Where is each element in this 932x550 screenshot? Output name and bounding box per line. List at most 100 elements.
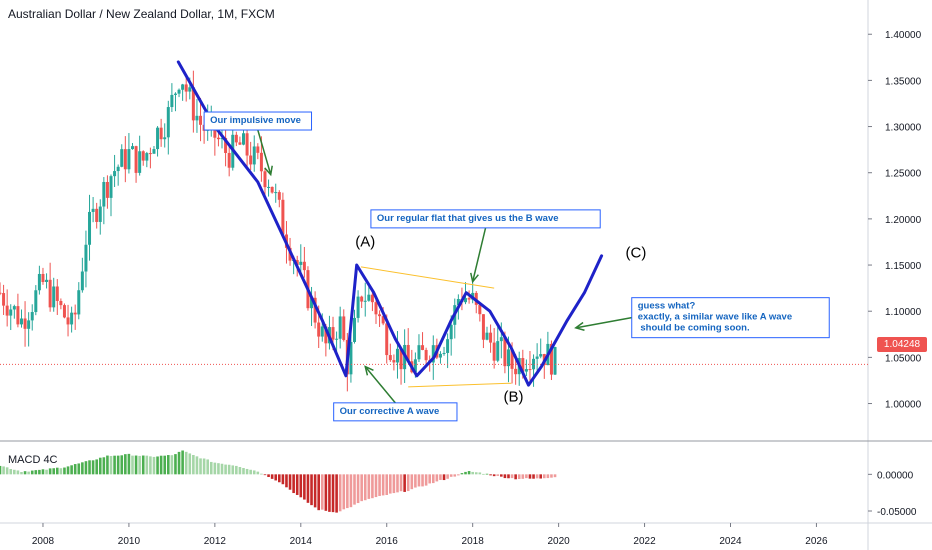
candle-body xyxy=(102,181,106,207)
annotation-text-line: should be coming soon. xyxy=(638,323,750,334)
macd-bar xyxy=(274,474,278,481)
candle-body xyxy=(48,279,52,308)
time-axis-label: 2022 xyxy=(633,536,656,547)
candle-body xyxy=(256,146,260,153)
candle-body xyxy=(227,152,231,168)
macd-bar xyxy=(292,474,295,494)
macd-bar xyxy=(303,474,306,500)
candle-body xyxy=(27,320,31,329)
candle-body xyxy=(489,332,493,343)
macd-bar xyxy=(102,457,106,475)
macd-bar xyxy=(16,470,20,475)
annotation-text: guess what? exactly, a similar wave like … xyxy=(638,301,792,334)
macd-bar xyxy=(202,458,206,475)
macd-bar xyxy=(98,457,102,475)
macd-bar xyxy=(449,474,453,477)
channel-lower-line xyxy=(408,382,512,388)
macd-bar xyxy=(238,467,242,475)
candle-body xyxy=(395,348,399,363)
macd-bar xyxy=(288,474,292,490)
candle-body xyxy=(263,171,267,188)
macd-bar xyxy=(217,463,220,475)
candle-body xyxy=(281,199,285,235)
macd-bar xyxy=(349,474,353,508)
price-axis-label: 1.15000 xyxy=(885,261,922,272)
macd-bar xyxy=(224,464,227,475)
macd-bar xyxy=(553,474,557,478)
macd-bar xyxy=(152,456,156,475)
macd-bar xyxy=(396,474,399,493)
candle-body xyxy=(342,316,346,340)
time-axis-label: 2020 xyxy=(547,536,570,547)
macd-bar xyxy=(313,474,317,508)
candle-body xyxy=(349,341,353,375)
annotation-arrow xyxy=(471,227,487,282)
price-axis-label: 1.35000 xyxy=(885,76,922,87)
annotation-arrow xyxy=(364,366,396,404)
price-axis-label: 1.10000 xyxy=(885,307,922,318)
macd-bar xyxy=(170,455,174,475)
macd-bar xyxy=(492,474,496,477)
candle-body xyxy=(95,208,99,222)
macd-bar xyxy=(138,455,141,475)
time-axis-label: 2024 xyxy=(719,536,742,547)
candle-body xyxy=(392,360,396,363)
annotation-text-line: guess what? xyxy=(638,301,696,312)
candle-body xyxy=(23,318,27,329)
macd-bar xyxy=(30,470,34,475)
macd-bar xyxy=(421,474,424,487)
candle-body xyxy=(499,337,503,342)
macd-bar xyxy=(109,455,113,475)
candle-body xyxy=(485,332,489,340)
macd-bar xyxy=(363,474,367,501)
macd-bar xyxy=(410,474,414,490)
candle-body xyxy=(41,273,45,282)
macd-bar xyxy=(550,474,553,478)
macd-bar xyxy=(249,469,252,475)
candle-body xyxy=(184,84,188,92)
candle-body xyxy=(310,297,314,309)
candle-body xyxy=(170,94,174,108)
candle-body xyxy=(492,342,496,361)
time-axis-label: 2016 xyxy=(376,536,399,547)
macd-bar xyxy=(156,456,159,475)
macd-bar xyxy=(403,474,406,492)
macd-bar xyxy=(270,474,274,479)
time-axis-label: 2012 xyxy=(204,536,227,547)
macd-bar xyxy=(299,474,303,498)
candle-body xyxy=(188,87,192,92)
candle-body xyxy=(241,133,245,145)
wave-label: (A) xyxy=(355,234,375,251)
candle-body xyxy=(324,326,328,344)
candle-body xyxy=(66,317,70,325)
macd-bar xyxy=(77,463,81,475)
macd-bar xyxy=(27,471,30,475)
channel-upper-line xyxy=(360,266,495,289)
candle-body xyxy=(524,369,528,372)
macd-bar xyxy=(496,474,500,476)
macd-bar xyxy=(34,470,38,475)
candle-body xyxy=(442,352,446,354)
macd-bar xyxy=(353,474,356,505)
macd-bar xyxy=(116,455,120,475)
candle-body xyxy=(464,298,468,303)
macd-histogram-group xyxy=(0,450,557,513)
candle-body xyxy=(98,206,102,222)
macd-bar xyxy=(192,454,195,475)
macd-bar xyxy=(41,469,45,475)
candle-body xyxy=(0,292,2,294)
macd-bar xyxy=(195,456,199,475)
candle-body xyxy=(510,349,514,369)
candle-body xyxy=(159,127,163,140)
macd-bar xyxy=(95,459,98,475)
candle-body xyxy=(113,171,117,177)
macd-bar xyxy=(431,474,435,484)
macd-bar xyxy=(328,474,331,512)
candle-body xyxy=(360,296,364,302)
macd-bar xyxy=(174,454,177,475)
candle-body xyxy=(148,153,152,155)
candle-body xyxy=(62,305,66,318)
macd-bar xyxy=(231,465,235,475)
price-axis-label: 1.00000 xyxy=(885,400,922,411)
